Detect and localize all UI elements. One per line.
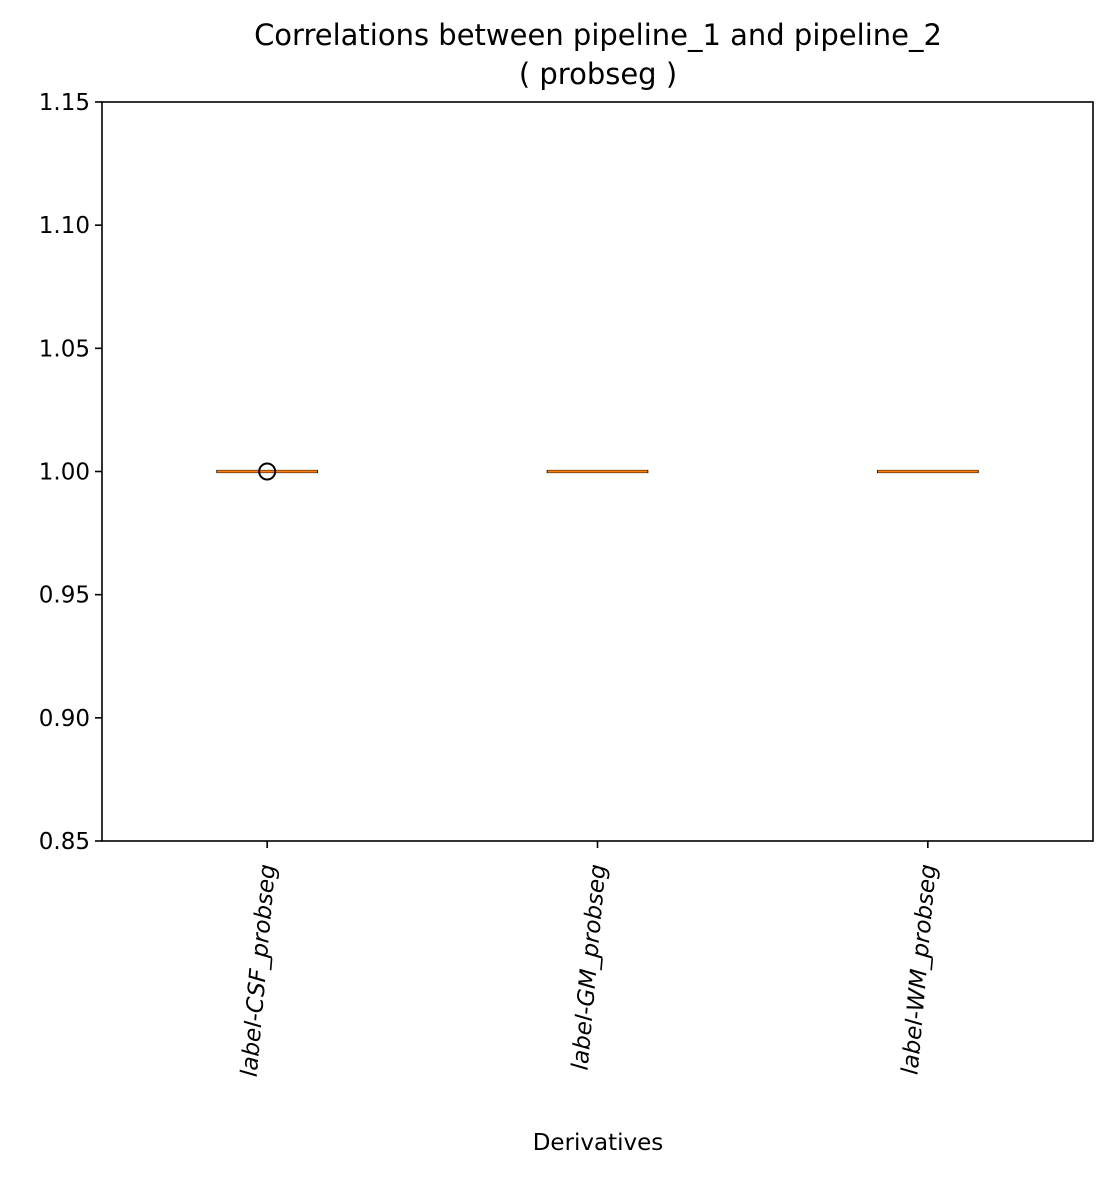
plot-area [216, 462, 979, 481]
y-tick-label: 1.05 [39, 336, 90, 362]
y-tick-label: 1.00 [39, 460, 90, 486]
chart-subtitle: ( probseg ) [519, 57, 677, 91]
y-tick-label: 1.15 [39, 90, 90, 116]
x-axis-label: Derivatives [533, 1130, 664, 1156]
y-tick-label: 1.10 [39, 213, 90, 239]
y-tick-label: 0.85 [39, 829, 90, 855]
chart-title: Correlations between pipeline_1 and pipe… [254, 18, 942, 52]
y-tick-label: 0.95 [39, 583, 90, 609]
outlier-point [258, 462, 277, 481]
x-tick-label: label-WM_probseg [898, 863, 942, 1076]
y-tick-label: 0.90 [39, 706, 90, 732]
x-tick-label: label-CSF_probseg [237, 863, 281, 1078]
x-tick-label: label-GM_probseg [568, 863, 612, 1071]
